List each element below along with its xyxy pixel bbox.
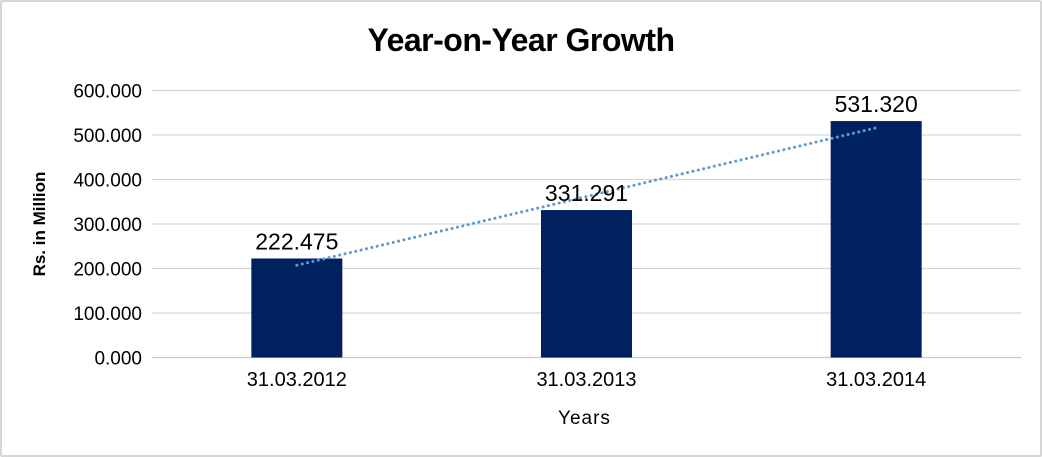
y-tick-label: 500.000 [73,126,142,147]
chart-title: Year-on-Year Growth [367,22,675,58]
y-tick-label: 300.000 [73,215,142,236]
trendline [295,126,878,267]
bar [541,210,632,358]
x-tick-label: 31.03.2013 [536,369,636,391]
bar-data-label: 222.475 [255,228,338,254]
x-tick-label: 31.03.2012 [247,369,347,391]
y-tick-label: 0.000 [94,349,142,370]
bar-data-label: 531.320 [835,91,918,117]
y-tick-label: 400.000 [73,171,142,192]
y-tick-label: 200.000 [73,260,142,281]
y-tick-label: 100.000 [73,304,142,325]
y-tick-label: 600.000 [73,82,142,103]
bar [830,121,922,358]
x-tick-label: 31.03.2014 [826,369,926,391]
x-axis-title: Years [558,408,611,429]
bar-data-label: 331.291 [545,180,628,206]
bar [251,258,343,358]
